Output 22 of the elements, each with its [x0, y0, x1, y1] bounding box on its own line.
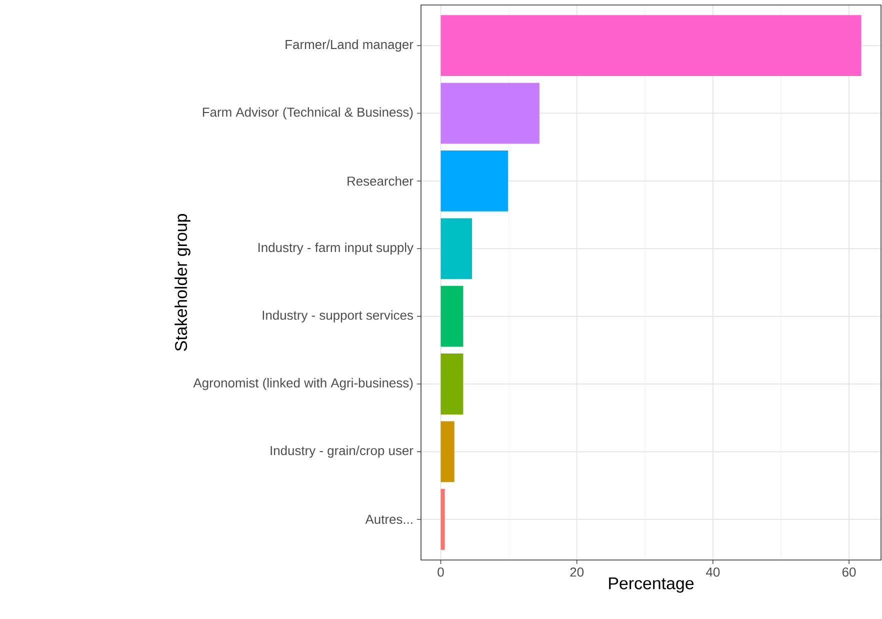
bar — [440, 421, 454, 482]
x-axis-title: Percentage — [609, 578, 694, 593]
y-tick-label: Farm Advisor (Technical & Business) — [202, 107, 413, 120]
y-tick-label: Industry - support services — [262, 310, 414, 322]
y-tick-label: Agronomist (linked with Agri-business) — [193, 378, 413, 390]
x-tick-label: 0 — [438, 568, 444, 577]
y-tick-label: Industry - farm input supply — [258, 242, 414, 255]
bar — [440, 354, 464, 414]
bar — [440, 150, 508, 212]
x-tick-label: 60 — [842, 568, 856, 577]
bar — [440, 82, 540, 144]
bar — [440, 218, 472, 280]
y-tick-label: Researcher — [348, 176, 414, 186]
y-tick-label: Farmer/Land manager — [286, 40, 414, 52]
y-tick-label: Industry - grain/crop user — [270, 446, 414, 458]
y-axis-title: Stakeholder group — [174, 214, 190, 351]
bar — [440, 488, 445, 550]
bar — [440, 15, 862, 76]
x-tick-label: 20 — [570, 568, 584, 577]
x-tick-label: 40 — [706, 568, 720, 577]
y-tick-label: Autres... — [365, 514, 412, 524]
bar — [440, 286, 464, 347]
